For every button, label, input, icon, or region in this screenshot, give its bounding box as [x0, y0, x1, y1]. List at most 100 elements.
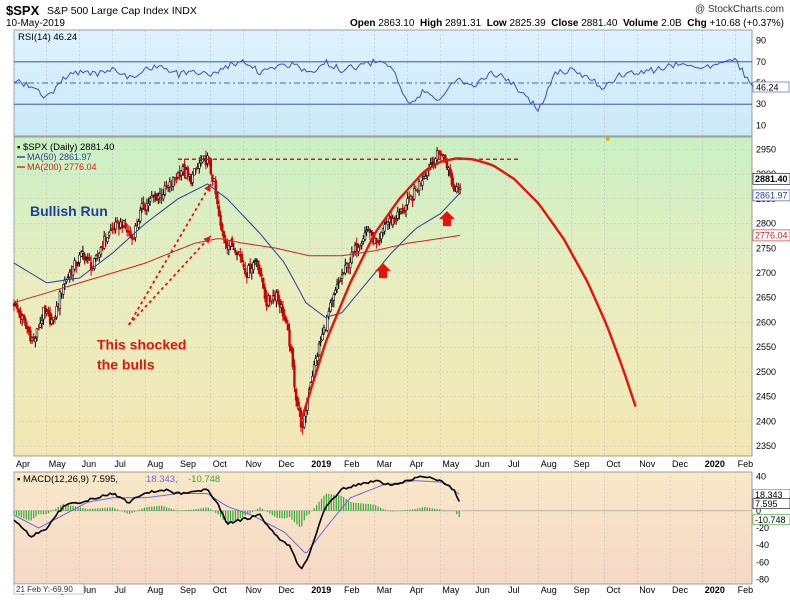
macd-histogram-bar: [311, 510, 313, 512]
rsi-y-tick: 10: [756, 120, 766, 130]
candle-body: [380, 231, 383, 240]
legend-ma200: MA(200) 2776.04: [27, 162, 97, 172]
candle-body: [107, 231, 111, 236]
macd-histogram-bar: [190, 509, 192, 511]
x-tick-label: Jun: [82, 459, 97, 469]
macd-histogram-bar: [192, 509, 195, 511]
macd-histogram-bar: [234, 510, 236, 521]
candle-body: [237, 251, 240, 253]
candle-body: [303, 415, 306, 428]
candle-body: [217, 205, 221, 217]
macd-histogram-bar: [106, 507, 109, 511]
macd-histogram-bar: [111, 507, 113, 511]
macd-histogram-bar: [387, 510, 389, 512]
candle-body: [339, 280, 342, 282]
macd-histogram-bar: [217, 510, 219, 515]
price-y-tick: 2500: [756, 367, 776, 377]
macd-histogram-bar: [429, 507, 431, 511]
candle-body: [386, 221, 390, 226]
macd-histogram-bar: [298, 510, 300, 527]
macd-histogram-bar: [441, 510, 443, 511]
macd-histogram-bar: [197, 508, 200, 511]
macd-histogram-bar: [42, 510, 45, 515]
x-tick-label: Dec: [278, 585, 295, 595]
candle-body: [298, 407, 301, 411]
macd-histogram-bar: [114, 508, 116, 511]
x-tick-label: 2020: [705, 459, 725, 469]
macd-histogram-bar: [458, 510, 460, 518]
up-arrow-icon: [375, 263, 391, 279]
candle-body: [258, 268, 262, 275]
candle-body: [193, 168, 196, 176]
macd-histogram-bar: [313, 508, 315, 511]
macd-histogram-bar: [227, 510, 229, 525]
candle-body: [458, 187, 462, 190]
macd-histogram-bar: [375, 505, 377, 511]
x-tick-label: Sep: [574, 459, 590, 469]
macd-histogram-bar: [436, 509, 438, 511]
macd-legend-signal: 18.343,: [146, 474, 178, 485]
candle-body: [321, 334, 324, 341]
price-y-tick: 2750: [756, 243, 776, 253]
x-tick-label: Jun: [475, 459, 490, 469]
candle-body: [294, 388, 298, 401]
macd-histogram-bar: [360, 503, 362, 511]
macd-histogram-bar: [281, 510, 283, 519]
macd-histogram-bar: [175, 510, 177, 511]
macd-histogram-bar: [141, 508, 143, 511]
macd-histogram-bar: [25, 510, 27, 520]
candle-body: [235, 253, 239, 255]
macd-histogram-bar: [306, 510, 308, 516]
macd-histogram-bar: [180, 510, 182, 511]
macd-histogram-bar: [286, 510, 288, 518]
macd-histogram-bar: [414, 509, 416, 511]
candle-body: [84, 257, 88, 260]
x-tick-label: Dec: [672, 585, 689, 595]
annotation-shocked-line1: This shocked: [97, 337, 186, 353]
macd-y-tick: -20: [756, 523, 769, 533]
candle-body: [375, 238, 378, 243]
macd-histogram-bar: [116, 509, 118, 511]
candle-body: [232, 248, 235, 251]
candle-body: [214, 179, 217, 195]
macd-histogram-bar: [293, 510, 296, 523]
macd-histogram-bar: [94, 508, 96, 511]
macd-histogram-bar: [355, 502, 357, 511]
candle-body: [99, 247, 103, 255]
macd-histogram-bar: [28, 510, 30, 521]
macd-histogram-bar: [323, 495, 325, 511]
candle-body: [417, 181, 421, 192]
candle-body: [98, 252, 101, 258]
candle-body: [211, 174, 214, 182]
candle-body: [116, 220, 119, 222]
macd-histogram-bar: [340, 495, 342, 511]
macd-histogram-bar: [424, 507, 426, 511]
macd-histogram-bar: [242, 510, 244, 517]
macd-histogram-bar: [133, 510, 136, 512]
candle-body: [106, 237, 109, 242]
macd-histogram-bar: [232, 510, 234, 522]
macd-histogram-bar: [23, 510, 25, 519]
candle-body: [319, 341, 322, 343]
macd-histogram-bar: [185, 510, 187, 511]
macd-histogram-bar: [370, 504, 372, 511]
macd-histogram-bar: [308, 510, 310, 515]
candle-body: [61, 284, 65, 295]
macd-histogram-bar: [291, 510, 293, 520]
x-tick-label: Mar: [377, 585, 393, 595]
candle-body: [198, 162, 201, 169]
candle-body: [71, 266, 75, 276]
candle-body: [58, 291, 62, 310]
macd-histogram-bar: [407, 509, 409, 511]
x-tick-label: Oct: [213, 585, 228, 595]
x-tick-label: Oct: [606, 585, 621, 595]
macd-y-tick: -80: [756, 575, 769, 585]
macd-histogram-bar: [77, 506, 79, 511]
macd-histogram-bar: [65, 504, 67, 511]
x-tick-label: Nov: [639, 459, 656, 469]
price-y-tick: 2800: [756, 219, 776, 229]
x-tick-label: Aug: [541, 459, 557, 469]
macd-histogram-bar: [148, 506, 150, 511]
macd-histogram-bar: [84, 508, 86, 511]
ma200-line: [13, 234, 461, 304]
